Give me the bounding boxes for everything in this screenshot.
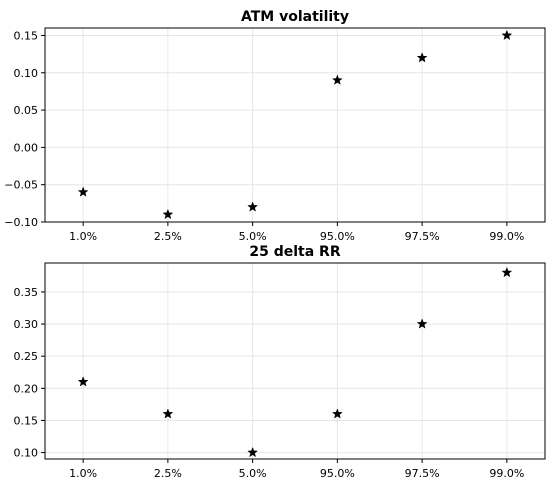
x-tick-label: 5.0% (239, 230, 267, 243)
chart-panel-25-delta-rr: 25 delta RR 0.10 0.15 0.20 0.25 0.30 0.35 1.0%… (14, 244, 546, 480)
data-point-star (416, 52, 428, 63)
data-point-star (331, 74, 343, 85)
chart-title: ATM volatility (241, 9, 349, 25)
data-point-star (331, 408, 343, 419)
chart-panel-atm-volatility: ATM volatility −0.10 −0.05 0.00 0.05 0.10 0.1… (4, 9, 546, 243)
x-tick-label: 1.0% (69, 467, 97, 480)
y-tick-label: 0.05 (14, 104, 39, 117)
y-tick-label: 0.35 (14, 286, 39, 299)
y-tick-label: 0.15 (14, 29, 39, 42)
grid (45, 28, 545, 223)
y-tick-label: 0.10 (14, 67, 39, 80)
x-tick-label: 5.0% (239, 467, 267, 480)
y-tick-label: 0.25 (14, 350, 39, 363)
data-point-star (77, 186, 89, 197)
x-tick-label: 97.5% (405, 230, 440, 243)
x-tick-label: 99.0% (489, 230, 524, 243)
data-point-star (247, 201, 259, 212)
data-point-star (247, 446, 259, 458)
x-tick-label: 1.0% (69, 230, 97, 243)
chart-title: 25 delta RR (249, 244, 340, 260)
y-tick-label: −0.10 (4, 216, 38, 229)
x-tick-label: 2.5% (154, 467, 182, 480)
x-tick-label: 97.5% (405, 467, 440, 480)
data-point-star (501, 266, 513, 278)
data-point-star (416, 318, 428, 329)
y-tick-label: 0.20 (14, 382, 39, 395)
x-tick-label: 95.0% (320, 230, 355, 243)
grid (45, 263, 545, 459)
data-point-star (501, 29, 513, 41)
y-tick-label: 0.30 (14, 318, 39, 331)
y-tick-label: −0.05 (4, 179, 38, 192)
y-tick-label: 0.00 (14, 141, 39, 154)
data-point-star (77, 376, 89, 387)
plot-frame (44, 27, 546, 223)
plot-frame (44, 262, 546, 460)
x-tick-label: 2.5% (154, 230, 182, 243)
x-tick-label: 99.0% (489, 467, 524, 480)
y-tick-label: 0.15 (14, 414, 39, 427)
y-tick-label: 0.10 (14, 447, 39, 460)
data-point-star (162, 408, 174, 419)
data-point-star (162, 208, 174, 220)
x-tick-label: 95.0% (320, 467, 355, 480)
